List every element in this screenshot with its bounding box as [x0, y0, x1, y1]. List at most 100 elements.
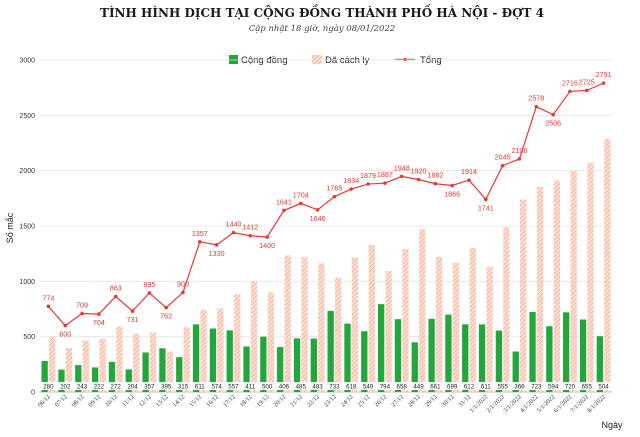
total-point — [399, 174, 404, 179]
total-point — [113, 294, 118, 299]
community-label-bg — [141, 382, 157, 390]
total-point — [181, 290, 185, 295]
total-point — [366, 182, 370, 186]
community-value-label: 406 — [279, 383, 290, 390]
total-value-label: 1641 — [276, 197, 292, 206]
bar-community — [529, 311, 536, 392]
community-label-bg — [528, 382, 544, 390]
community-label-bg — [192, 382, 208, 390]
total-value-label: 762 — [160, 312, 172, 321]
community-label-bg — [293, 382, 309, 390]
total-value-label: 863 — [110, 283, 122, 292]
x-tick-label: 16/12 — [205, 393, 220, 408]
x-tick-label: 24/12 — [340, 393, 355, 408]
community-value-label: 794 — [380, 383, 391, 390]
bar-quarantined — [284, 255, 291, 392]
total-value-label: 1920 — [411, 167, 427, 176]
total-point — [147, 291, 152, 295]
total-point — [416, 177, 421, 182]
community-value-label: 366 — [514, 383, 525, 390]
chart-subtitle: Cập nhật 18 giờ, ngày 08/01/2022 — [249, 23, 396, 34]
total-value-label: 1400 — [259, 241, 275, 250]
community-label-bg — [343, 382, 359, 390]
community-label-bg — [562, 382, 578, 390]
community-label-bg — [125, 382, 141, 390]
bar-community — [546, 326, 553, 392]
bar-quarantined — [267, 292, 275, 392]
total-value-label: 1765 — [326, 184, 342, 193]
bar-quarantined — [469, 247, 476, 392]
total-value-label: 1357 — [192, 229, 208, 238]
bar-community — [75, 365, 82, 392]
bar-community — [108, 361, 116, 392]
total-value-label: 1646 — [310, 214, 326, 223]
y-axis-label: Số mắc — [5, 212, 15, 243]
x-tick-label: 06/12 — [37, 393, 52, 408]
community-label-bg — [326, 382, 342, 390]
bar-community — [411, 342, 418, 392]
total-point — [298, 201, 303, 206]
total-value-label: 1887 — [377, 170, 393, 179]
y-tick-label: 1500 — [19, 224, 35, 231]
community-value-label: 594 — [548, 383, 559, 390]
bar-quarantined — [149, 332, 157, 392]
community-value-label: 483 — [312, 383, 323, 390]
community-value-label: 272 — [111, 383, 122, 390]
community-value-label: 574 — [211, 383, 222, 390]
total-point — [601, 81, 606, 85]
bar-quarantined — [200, 309, 207, 392]
total-value-label: 2045 — [495, 153, 511, 162]
legend-label-total: Tổng — [420, 55, 442, 66]
x-tick-label: 15/12 — [188, 393, 203, 408]
bar-community — [176, 357, 183, 392]
total-value-label: 774 — [42, 293, 54, 302]
total-value-label: 704 — [93, 318, 105, 327]
legend-swatch-community — [229, 55, 238, 64]
community-label-bg — [57, 382, 73, 390]
total-value-label: 2578 — [528, 94, 544, 103]
bar-community — [159, 348, 166, 392]
community-label-bg — [259, 382, 275, 390]
y-axis-ticks: 0 500 1000 1500 2000 2500 3000 — [19, 58, 35, 397]
total-value-label: 2725 — [579, 77, 595, 86]
total-point — [349, 187, 354, 191]
bar-community — [596, 336, 603, 392]
x-tick-label: 22/12 — [306, 393, 321, 408]
bar-community — [327, 310, 334, 392]
bar-community — [361, 331, 368, 392]
total-value-label: 709 — [76, 301, 88, 310]
community-value-label: 557 — [228, 383, 239, 390]
community-label-bg — [40, 382, 56, 390]
x-axis-label: Ngày — [601, 420, 623, 430]
community-label-bg — [108, 382, 124, 390]
bar-quarantined — [486, 266, 493, 392]
bar-quarantined — [133, 333, 140, 392]
bar-community — [563, 312, 570, 392]
community-value-label: 485 — [296, 383, 307, 390]
bar-quarantined — [503, 227, 510, 392]
community-label-bg — [579, 382, 595, 390]
total-point — [63, 323, 68, 328]
total-line — [46, 81, 606, 328]
bar-community — [41, 361, 48, 392]
bar-quarantined — [402, 249, 409, 392]
total-point — [46, 304, 51, 309]
x-tick-label: 13/12 — [154, 393, 169, 408]
bar-community — [243, 346, 250, 392]
community-value-label: 611 — [481, 383, 491, 390]
bar-community — [125, 369, 132, 392]
bar-quarantined — [166, 351, 174, 392]
y-tick-label: 3000 — [19, 58, 35, 65]
community-label-bg — [444, 382, 460, 390]
community-value-label: 395 — [161, 383, 172, 390]
x-tick-label: 10/12 — [104, 393, 119, 408]
bar-community — [579, 319, 587, 392]
total-point — [383, 181, 387, 185]
community-value-labels: 280 202 243 222 272 204 357 395 315 611 574 557 411 5… — [40, 382, 612, 390]
bar-quarantined — [419, 229, 426, 392]
community-label-bg — [175, 382, 191, 390]
bar-quarantined — [536, 186, 544, 392]
community-value-label: 720 — [565, 383, 576, 390]
